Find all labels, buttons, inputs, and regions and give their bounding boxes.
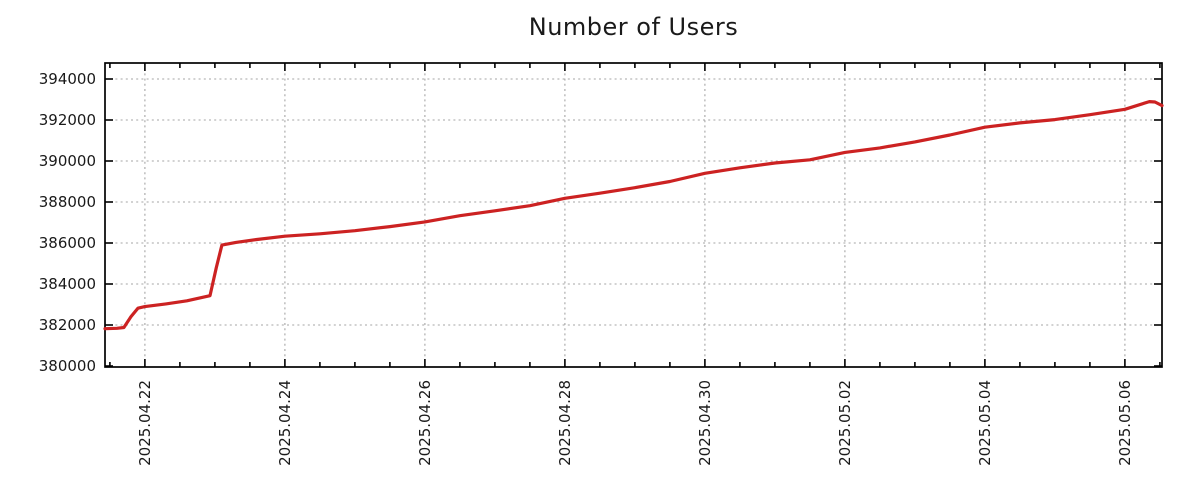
x-tick-label: 2025.04.26 (416, 380, 434, 466)
y-tick-label: 380000 (39, 357, 96, 375)
x-tick-label: 2025.05.04 (976, 380, 994, 466)
y-tick-label: 384000 (39, 275, 96, 293)
chart-title: Number of Users (528, 13, 739, 41)
data-line-number-of-users (103, 99, 1164, 331)
y-tick-label: 392000 (39, 111, 96, 129)
x-tick-label: 2025.04.30 (696, 380, 714, 466)
x-tick-label: 2025.04.28 (556, 380, 574, 466)
x-tick-label: 2025.05.02 (836, 380, 854, 466)
y-tick-label: 382000 (39, 316, 96, 334)
axis-frame (104, 62, 1163, 368)
x-tick-label: 2025.05.06 (1116, 380, 1134, 466)
x-tick-label: 2025.04.22 (136, 380, 154, 466)
x-tick-label: 2025.04.24 (276, 380, 294, 466)
y-tick-label: 388000 (39, 193, 96, 211)
y-tick-label: 390000 (39, 152, 96, 170)
y-tick-label: 386000 (39, 234, 96, 252)
y-tick-label: 394000 (39, 70, 96, 88)
